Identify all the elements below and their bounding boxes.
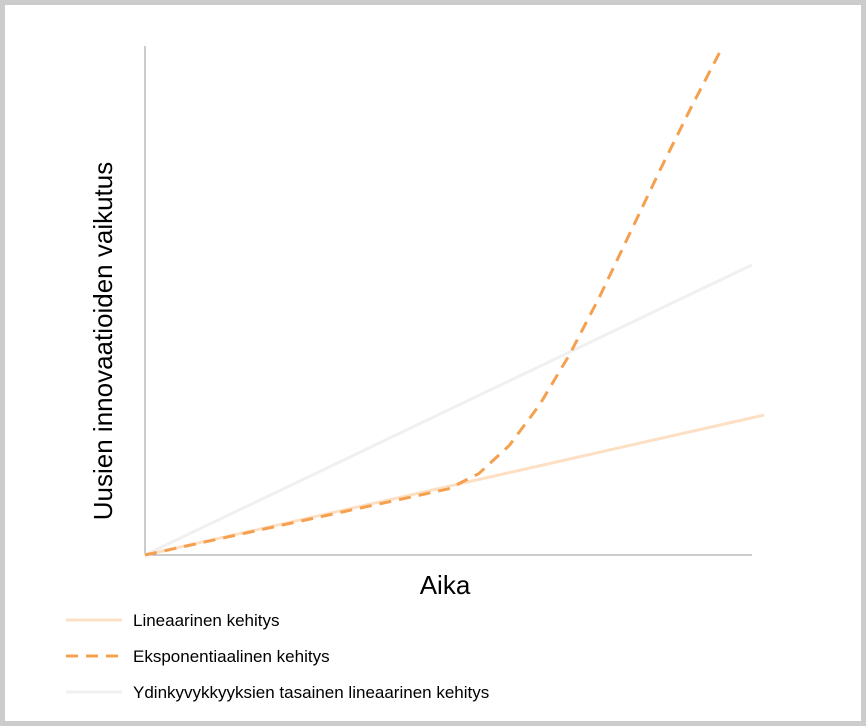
legend-label-1: Lineaarinen kehitys bbox=[133, 611, 279, 630]
series-line-2 bbox=[144, 47, 723, 557]
series-line-1 bbox=[144, 413, 765, 557]
legend-label-2: Eksponentiaalinen kehitys bbox=[133, 647, 330, 666]
y-axis-label: Uusien innovaatioiden vaikutus bbox=[88, 162, 118, 520]
series-layer bbox=[144, 47, 765, 557]
series-line-3 bbox=[144, 263, 753, 557]
x-axis-label: Aika bbox=[420, 570, 471, 600]
legend: Lineaarinen kehitys Eksponentiaalinen keh… bbox=[66, 611, 489, 702]
legend-label-3: Ydinkyvykkyyksien tasainen lineaarinen k… bbox=[133, 683, 489, 702]
